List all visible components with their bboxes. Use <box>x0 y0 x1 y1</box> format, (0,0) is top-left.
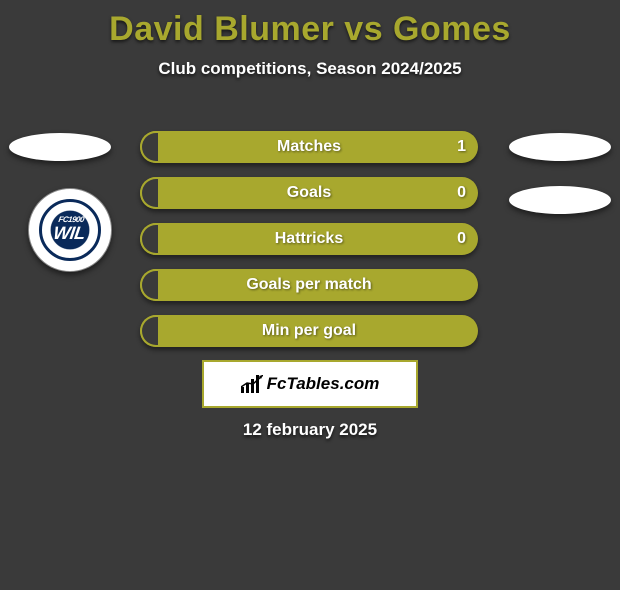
stat-label: Goals per match <box>246 276 371 294</box>
page-title: David Blumer vs Gomes <box>0 10 620 49</box>
club-logo: FC1900 WIL <box>28 188 112 272</box>
stat-label: Matches <box>277 138 341 156</box>
brand-text: FcTables.com <box>267 374 380 394</box>
stat-value-right: 1 <box>457 138 466 156</box>
stats-container: Matches 1 Goals 0 Hattricks 0 Goals per … <box>140 131 478 361</box>
stat-label: Min per goal <box>262 322 356 340</box>
stat-left-cap <box>140 315 158 347</box>
stat-left-cap <box>140 131 158 163</box>
chart-icon <box>241 375 263 393</box>
stat-label: Goals <box>287 184 331 202</box>
stat-row-goals: Goals 0 <box>140 177 478 209</box>
stat-left-cap <box>140 269 158 301</box>
subtitle: Club competitions, Season 2024/2025 <box>0 59 620 79</box>
stat-row-hattricks: Hattricks 0 <box>140 223 478 255</box>
player2-avatar-placeholder-1 <box>509 133 611 161</box>
logo-line2: WIL <box>52 225 86 244</box>
stat-label: Hattricks <box>275 230 343 248</box>
date-text: 12 february 2025 <box>0 420 620 440</box>
stat-row-min-per-goal: Min per goal <box>140 315 478 347</box>
brand-box[interactable]: FcTables.com <box>202 360 418 408</box>
stat-value-right: 0 <box>457 230 466 248</box>
stat-left-cap <box>140 223 158 255</box>
stat-row-matches: Matches 1 <box>140 131 478 163</box>
player2-avatar-placeholder-2 <box>509 186 611 214</box>
stat-value-right: 0 <box>457 184 466 202</box>
player1-avatar-placeholder <box>9 133 111 161</box>
stat-row-goals-per-match: Goals per match <box>140 269 478 301</box>
stat-left-cap <box>140 177 158 209</box>
